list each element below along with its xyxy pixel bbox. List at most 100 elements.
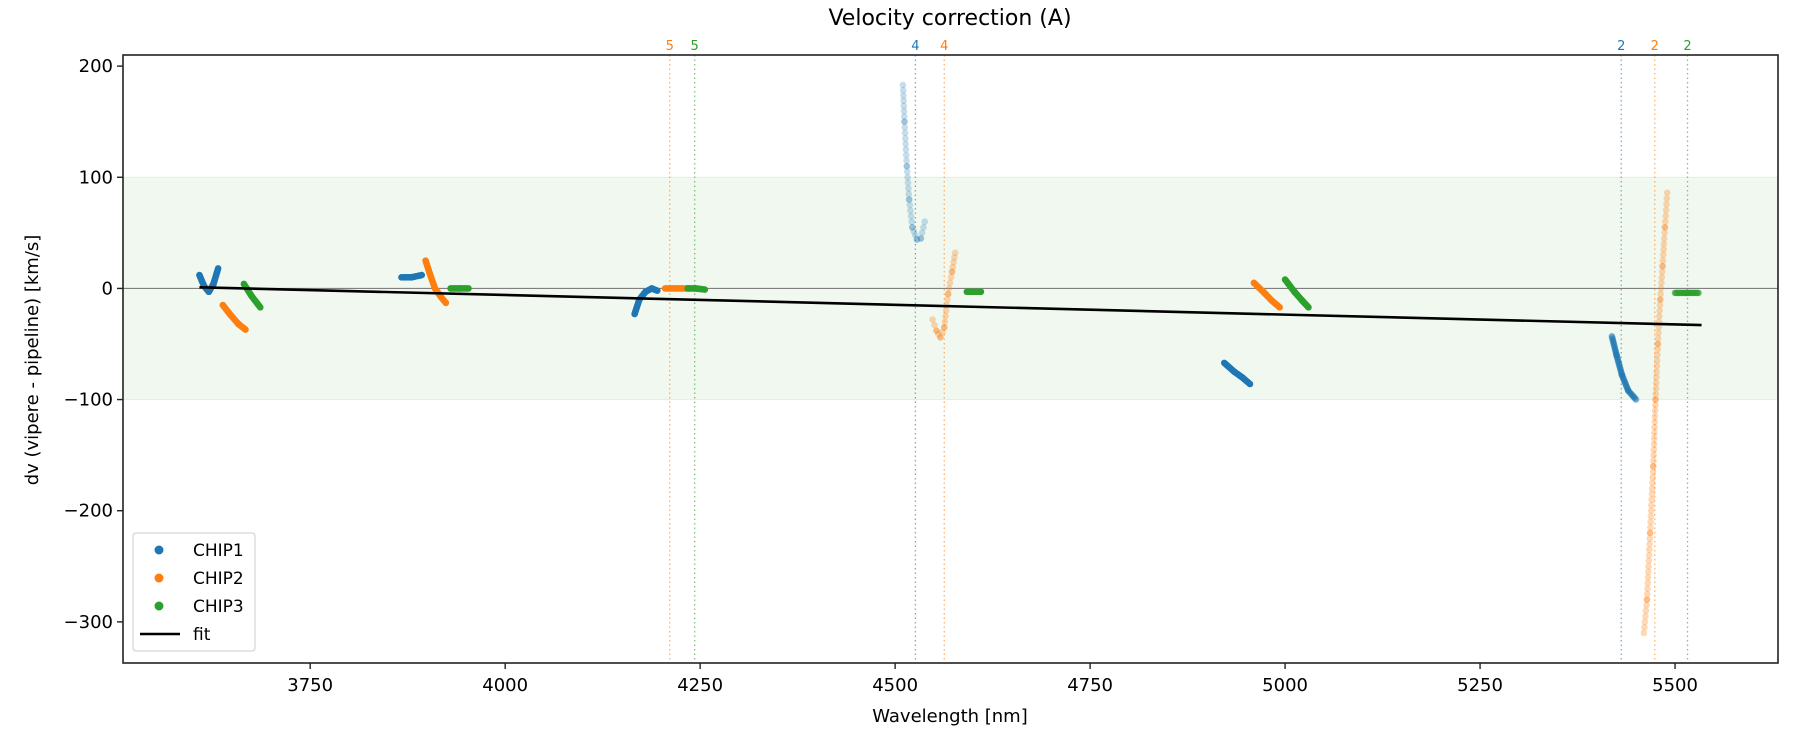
data-point	[653, 287, 661, 294]
data-point	[1649, 468, 1657, 476]
data-point	[917, 235, 925, 242]
data-point	[908, 223, 916, 231]
data-point	[1662, 218, 1669, 225]
data-point	[977, 288, 985, 296]
data-point	[1656, 307, 1663, 314]
series-segment	[1608, 332, 1640, 403]
data-point	[1654, 346, 1661, 353]
data-point	[907, 212, 915, 220]
data-point	[1656, 296, 1664, 303]
data-point	[1649, 474, 1656, 481]
x-tick-label: 5250	[1457, 675, 1503, 696]
data-point	[1646, 529, 1654, 537]
data-point	[1649, 462, 1657, 470]
data-point	[902, 140, 909, 148]
data-point	[214, 265, 222, 272]
data-point	[465, 285, 472, 292]
data-point	[1650, 446, 1658, 453]
order-marker-label: 5	[691, 39, 699, 54]
data-point	[1657, 285, 1665, 292]
data-point	[1648, 490, 1656, 498]
legend-marker-icon	[154, 545, 164, 555]
data-point	[1652, 390, 1660, 398]
series-segment	[398, 271, 426, 281]
data-point	[1647, 512, 1655, 520]
y-tick-label: −300	[64, 612, 113, 633]
data-point	[901, 118, 908, 125]
data-point	[701, 286, 709, 293]
data-point	[933, 327, 940, 334]
series-chip2	[219, 189, 1671, 637]
data-point	[902, 151, 910, 159]
data-point	[900, 97, 907, 105]
data-point	[1650, 451, 1657, 459]
series-segment	[684, 285, 709, 293]
data-point	[937, 334, 944, 341]
data-point	[1645, 551, 1653, 559]
data-point	[942, 307, 950, 314]
data-point	[1647, 524, 1654, 531]
data-point	[1643, 596, 1651, 603]
data-point	[1656, 301, 1664, 309]
data-point	[1646, 546, 1653, 553]
legend-label: fit	[193, 625, 211, 645]
data-point	[946, 279, 954, 287]
data-point	[918, 229, 926, 237]
data-point	[905, 185, 912, 192]
data-point	[1652, 379, 1660, 387]
data-point	[1652, 396, 1659, 403]
data-point	[1652, 396, 1659, 403]
data-point	[242, 326, 249, 333]
data-point	[1656, 312, 1663, 320]
y-tick-label: 100	[79, 167, 113, 188]
data-point	[1643, 596, 1651, 603]
data-point	[1661, 223, 1669, 231]
data-point	[1654, 335, 1662, 342]
y-tick-label: 0	[102, 278, 113, 299]
data-point	[1644, 574, 1652, 581]
data-point	[1654, 351, 1661, 359]
data-point	[1652, 385, 1660, 392]
data-point	[1648, 496, 1655, 503]
data-point	[908, 223, 916, 231]
series-segment	[219, 301, 249, 333]
order-marker-label: 2	[1617, 39, 1625, 54]
data-point	[1658, 268, 1666, 276]
plot-frame	[122, 54, 1779, 664]
data-point	[906, 201, 914, 209]
x-tick-label: 4250	[677, 675, 723, 696]
data-point	[1305, 304, 1312, 311]
data-point	[910, 228, 918, 235]
order-marker-label: 5	[666, 39, 674, 54]
data-point	[1645, 562, 1652, 570]
data-point	[1642, 613, 1649, 620]
data-point	[951, 249, 959, 257]
data-point	[912, 232, 919, 239]
data-point	[899, 86, 907, 94]
series-segment	[929, 249, 959, 341]
data-point	[945, 285, 953, 292]
fit-line	[199, 286, 1702, 327]
data-point	[908, 218, 915, 226]
order-marker-label: 2	[1683, 39, 1691, 54]
data-point	[1641, 624, 1648, 631]
series-segment	[1281, 276, 1312, 311]
data-point	[1651, 418, 1659, 426]
legend-label: CHIP3	[193, 597, 244, 617]
data-point	[903, 162, 911, 170]
data-point	[1659, 257, 1667, 264]
data-point	[1644, 585, 1651, 592]
data-point	[1644, 568, 1652, 576]
data-point	[1660, 246, 1667, 253]
data-point	[929, 316, 936, 323]
chart-title: Velocity correction (A)	[828, 6, 1071, 31]
data-point	[1663, 189, 1671, 197]
data-point	[913, 236, 921, 243]
data-point	[1655, 329, 1662, 337]
data-point	[899, 81, 907, 89]
data-point	[1660, 240, 1668, 248]
data-point	[1659, 262, 1666, 270]
data-point	[921, 218, 929, 226]
data-point	[940, 324, 948, 331]
data-point	[1658, 279, 1665, 287]
